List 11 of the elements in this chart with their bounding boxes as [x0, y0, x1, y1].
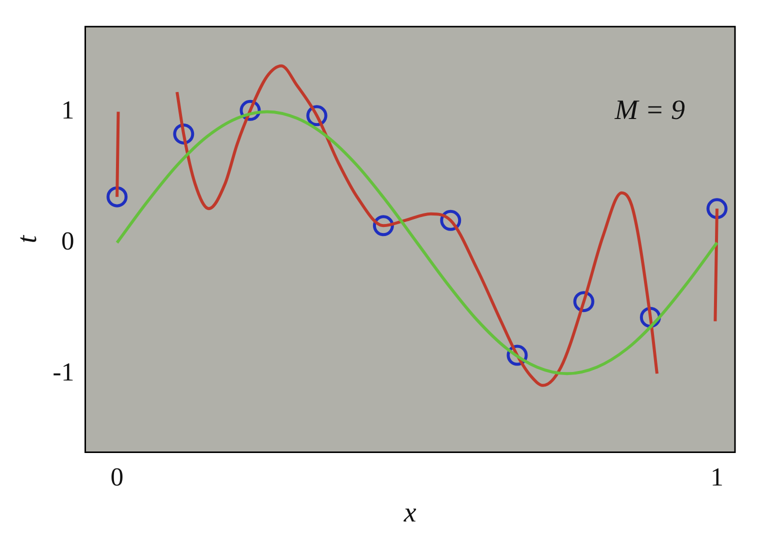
y-tick-label: 1 — [61, 96, 74, 125]
point — [706, 198, 728, 220]
point — [173, 123, 194, 144]
y-tick-label: -1 — [52, 357, 74, 386]
x-axis-title: x — [402, 498, 417, 529]
annotation: M = 9 — [614, 95, 685, 126]
y-tick-label: 0 — [61, 226, 74, 256]
point — [440, 210, 462, 231]
point — [106, 186, 128, 208]
y-axis-title: t — [12, 234, 44, 244]
point — [372, 215, 394, 236]
